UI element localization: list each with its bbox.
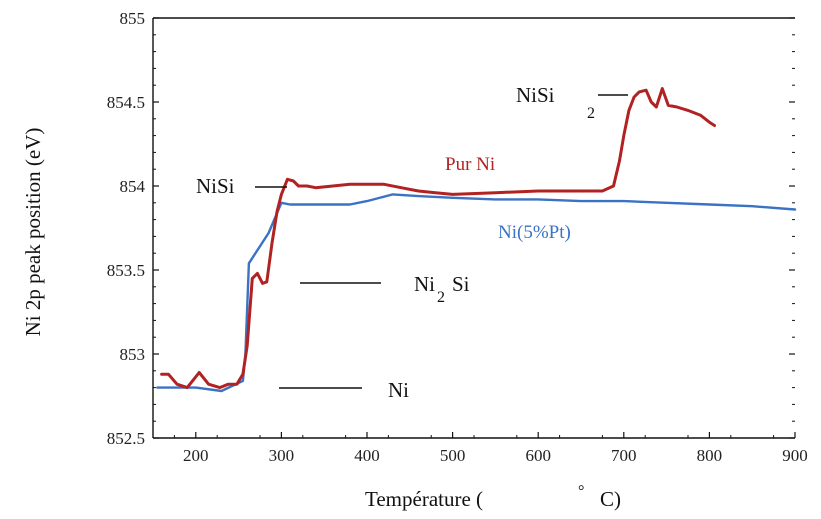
x-tick-label: 600 (525, 446, 551, 465)
axes-frame (152, 17, 795, 439)
annotation-layer (255, 94, 628, 389)
y-tick-label: 854.5 (107, 93, 145, 112)
annotation-ni2si-sub: 2 (437, 289, 445, 306)
x-tick-label: 200 (183, 446, 209, 465)
x-tick-label: 400 (354, 446, 380, 465)
x-tick-label: 500 (440, 446, 466, 465)
y-axis-title: Ni 2p peak position (eV) (21, 128, 45, 337)
y-tick-label: 853.5 (107, 261, 145, 280)
x-axis-unit: C) (600, 487, 621, 511)
x-axis-degree-symbol: ° (578, 483, 584, 500)
annotation-ni2si-text2: Si (452, 272, 470, 296)
y-tick-label: 853 (120, 345, 146, 364)
annotation-nisi-text: NiSi (196, 174, 235, 198)
tick-marks: 852.5 853 853.5 854 854.5 855 200 300 400 500 600 7… (107, 9, 808, 465)
x-axis-title: Température ( (365, 487, 483, 511)
annotation-nisi2-sub: 2 (587, 105, 595, 122)
x-tick-label: 300 (269, 446, 295, 465)
series-line-ni-5pct-pt (156, 193, 797, 393)
series-layer (156, 87, 797, 393)
y-tick-label: 854 (120, 177, 146, 196)
x-tick-label: 900 (782, 446, 808, 465)
x-tick-label: 800 (697, 446, 723, 465)
series-line-pur-ni (160, 87, 716, 390)
series-label-ni-5pct-pt: Ni(5%Pt) (498, 222, 571, 243)
annotation-ni-text: Ni (388, 378, 409, 402)
y-tick-label: 852.5 (107, 429, 145, 448)
annotation-nisi2-text: NiSi (516, 83, 555, 107)
y-tick-label: 855 (120, 9, 146, 28)
series-label-pur-ni: Pur Ni (445, 154, 495, 175)
x-tick-label: 700 (611, 446, 637, 465)
annotation-ni2si-text: Ni (414, 272, 435, 296)
